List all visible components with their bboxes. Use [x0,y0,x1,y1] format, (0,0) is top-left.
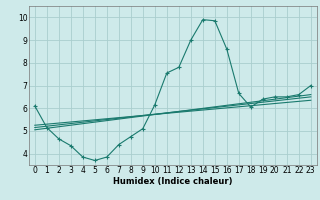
X-axis label: Humidex (Indice chaleur): Humidex (Indice chaleur) [113,177,233,186]
